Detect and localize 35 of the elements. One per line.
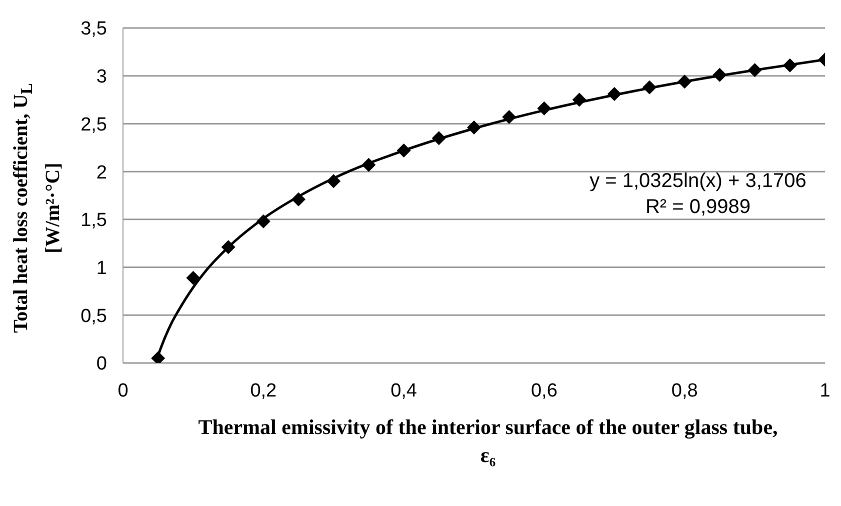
y-tick-label: 2,5 bbox=[80, 114, 107, 136]
point bbox=[292, 192, 306, 206]
y-tick-label: 3,5 bbox=[80, 18, 107, 40]
point bbox=[221, 240, 236, 254]
point bbox=[502, 110, 516, 124]
x-tick-label: 0,8 bbox=[671, 380, 698, 402]
point bbox=[326, 174, 341, 188]
y-tick-label: 1,5 bbox=[80, 210, 107, 232]
point bbox=[712, 68, 727, 82]
annotation: y = 1,0325ln(x) + 3,1706 bbox=[588, 169, 808, 194]
point bbox=[467, 120, 481, 135]
x-tick-label: 0,6 bbox=[530, 380, 558, 402]
x-tick-label: 0,2 bbox=[250, 380, 277, 402]
point bbox=[362, 158, 376, 172]
x-tick-label: 1 bbox=[820, 380, 830, 402]
point bbox=[537, 101, 552, 116]
y-tick-label: 2 bbox=[96, 162, 107, 184]
y-tick-label: 0 bbox=[96, 354, 107, 375]
x-axis-title: Thermal emissivity of the interior surface of the outer glass tube, ε₆ bbox=[198, 414, 778, 469]
point bbox=[256, 214, 270, 228]
point bbox=[432, 131, 446, 146]
point bbox=[748, 63, 762, 78]
y-tick-label: 1 bbox=[96, 258, 107, 280]
y-tick-label: 0,5 bbox=[80, 306, 107, 327]
point bbox=[642, 80, 656, 94]
annotation: R² = 0,9989 bbox=[644, 195, 752, 220]
point bbox=[186, 270, 200, 285]
point bbox=[678, 74, 692, 89]
x-tick-label: 0,4 bbox=[390, 380, 418, 402]
x-tick-label: 0 bbox=[118, 380, 128, 402]
point bbox=[396, 144, 411, 158]
point bbox=[607, 87, 622, 102]
y-tick-label: 3 bbox=[96, 66, 107, 88]
point bbox=[782, 58, 797, 72]
point bbox=[572, 92, 586, 107]
